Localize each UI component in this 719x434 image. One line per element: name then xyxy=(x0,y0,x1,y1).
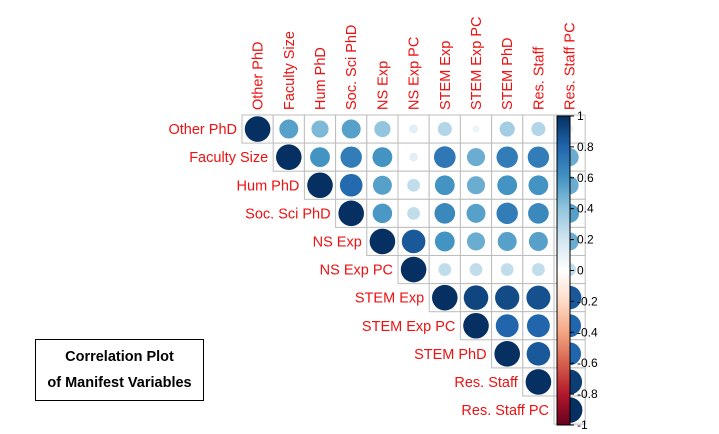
correlation-circle xyxy=(495,285,520,310)
correlation-circle xyxy=(466,176,486,195)
row-label: STEM Exp xyxy=(355,291,424,307)
column-label: Res. Staff PC xyxy=(563,22,579,110)
column-label: Other PhD xyxy=(251,42,267,111)
chart-title-line-2: of Manifest Variables xyxy=(47,375,192,391)
grid-cell xyxy=(459,114,493,144)
color-legend-bar xyxy=(556,115,571,426)
correlation-circle xyxy=(463,285,489,310)
correlation-circle xyxy=(374,120,391,138)
column-label: STEM PhD xyxy=(500,37,516,110)
column-label: STEM Exp PC xyxy=(469,17,485,110)
row-label: NS Exp PC xyxy=(320,263,393,279)
color-legend-tick-label: 1 xyxy=(577,109,584,123)
color-legend-tick-label: 0.6 xyxy=(577,171,594,185)
row-label: Hum PhD xyxy=(237,178,300,194)
row-label: STEM Exp PC xyxy=(362,319,455,335)
color-legend: 1 0.8 0.6 0.4 0.2 0 -0.2 -0.4 -0.6 -0.8 -1 xyxy=(556,109,598,432)
correlation-circle xyxy=(528,203,549,224)
row-label: STEM PhD xyxy=(414,347,487,363)
correlation-circle xyxy=(372,203,393,224)
correlation-circle xyxy=(528,175,549,196)
column-labels: Other PhD Faculty Size Hum PhD Soc. Sci PhD… xyxy=(251,17,579,110)
correlation-circle xyxy=(409,124,419,134)
correlation-circle xyxy=(340,146,362,168)
correlation-circle xyxy=(432,284,458,311)
column-label: Res. Staff xyxy=(531,46,547,110)
correlation-circle xyxy=(401,229,426,254)
row-labels: Other PhD Faculty Size Hum PhD Soc. Sci PhD… xyxy=(169,122,550,419)
correlation-circle xyxy=(307,172,333,199)
correlation-circle xyxy=(531,122,546,137)
correlation-circle xyxy=(407,206,420,220)
row-label: Soc. Sci PhD xyxy=(245,206,330,222)
row-label: NS Exp xyxy=(313,234,362,250)
correlation-circle xyxy=(409,152,419,162)
row-label: Res. Staff xyxy=(454,375,518,391)
correlation-circle xyxy=(526,314,550,338)
correlation-circle xyxy=(338,200,365,227)
row-label: Faculty Size xyxy=(189,150,268,166)
color-legend-tick-label: 0.8 xyxy=(577,140,594,154)
column-label: Hum PhD xyxy=(313,47,329,110)
color-legend-tick-label: -0.6 xyxy=(577,356,598,370)
color-legend-tick-label: -0.4 xyxy=(577,325,598,339)
column-label: NS Exp xyxy=(375,61,391,110)
correlation-circle xyxy=(310,147,330,168)
correlation-circle xyxy=(369,228,396,255)
correlation-circle xyxy=(463,312,489,339)
correlation-circle xyxy=(500,263,514,276)
correlation-circle xyxy=(434,175,455,196)
correlation-circle xyxy=(339,173,363,197)
correlation-circle xyxy=(525,369,552,395)
correlation-circle xyxy=(372,175,392,195)
correlation-circle xyxy=(341,119,361,139)
correlation-circle xyxy=(496,146,518,168)
correlation-circle xyxy=(434,231,455,252)
correlation-circle xyxy=(526,342,551,366)
color-legend-tick-label: -0.8 xyxy=(577,387,598,401)
correlation-circle xyxy=(407,178,420,192)
color-legend-tick-label: -0.2 xyxy=(577,294,598,308)
color-legend-tick-label: 0.4 xyxy=(577,202,594,216)
correlation-circle xyxy=(400,256,427,283)
correlation-circle xyxy=(497,175,518,196)
correlation-circles xyxy=(244,116,583,423)
column-label: Faculty Size xyxy=(282,31,298,110)
correlation-circle xyxy=(466,232,486,251)
correlation-circle xyxy=(372,147,393,168)
correlation-circle xyxy=(469,263,483,276)
correlation-circle xyxy=(496,202,518,225)
column-label: STEM Exp xyxy=(438,41,454,110)
correlation-circle xyxy=(526,285,551,310)
correlation-circle xyxy=(244,116,271,142)
correlation-circle xyxy=(527,146,550,168)
correlation-circle xyxy=(433,146,456,169)
row-label: Res. Staff PC xyxy=(461,403,549,419)
chart-title-line-1: Correlation Plot xyxy=(65,349,174,365)
correlation-circle xyxy=(528,231,548,251)
color-legend-ticks: 1 0.8 0.6 0.4 0.2 0 -0.2 -0.4 -0.6 -0.8 -1 xyxy=(570,109,598,432)
color-legend-tick-label: -1 xyxy=(577,418,588,432)
correlation-circle xyxy=(532,263,545,276)
correlation-circle xyxy=(494,341,520,367)
correlation-circle xyxy=(279,119,299,139)
row-label: Other PhD xyxy=(169,122,238,138)
correlation-circle xyxy=(276,144,302,170)
color-legend-tick-label: 0 xyxy=(577,264,584,278)
color-legend-tick-label: 0.2 xyxy=(577,233,594,247)
correlation-circle xyxy=(472,125,480,133)
correlation-circle xyxy=(495,314,519,338)
correlation-circle xyxy=(437,122,452,137)
column-label: Soc. Sci PhD xyxy=(344,25,360,110)
correlation-circle xyxy=(499,121,515,137)
correlation-circle xyxy=(434,203,456,224)
correlation-circle xyxy=(438,263,452,276)
column-label: NS Exp PC xyxy=(407,37,423,110)
correlation-circle xyxy=(466,148,486,167)
correlation-circle xyxy=(497,231,517,251)
correlation-circle xyxy=(466,203,486,223)
correlation-circle xyxy=(311,120,329,138)
chart-title-box: Correlation Plot of Manifest Variables xyxy=(35,339,204,401)
